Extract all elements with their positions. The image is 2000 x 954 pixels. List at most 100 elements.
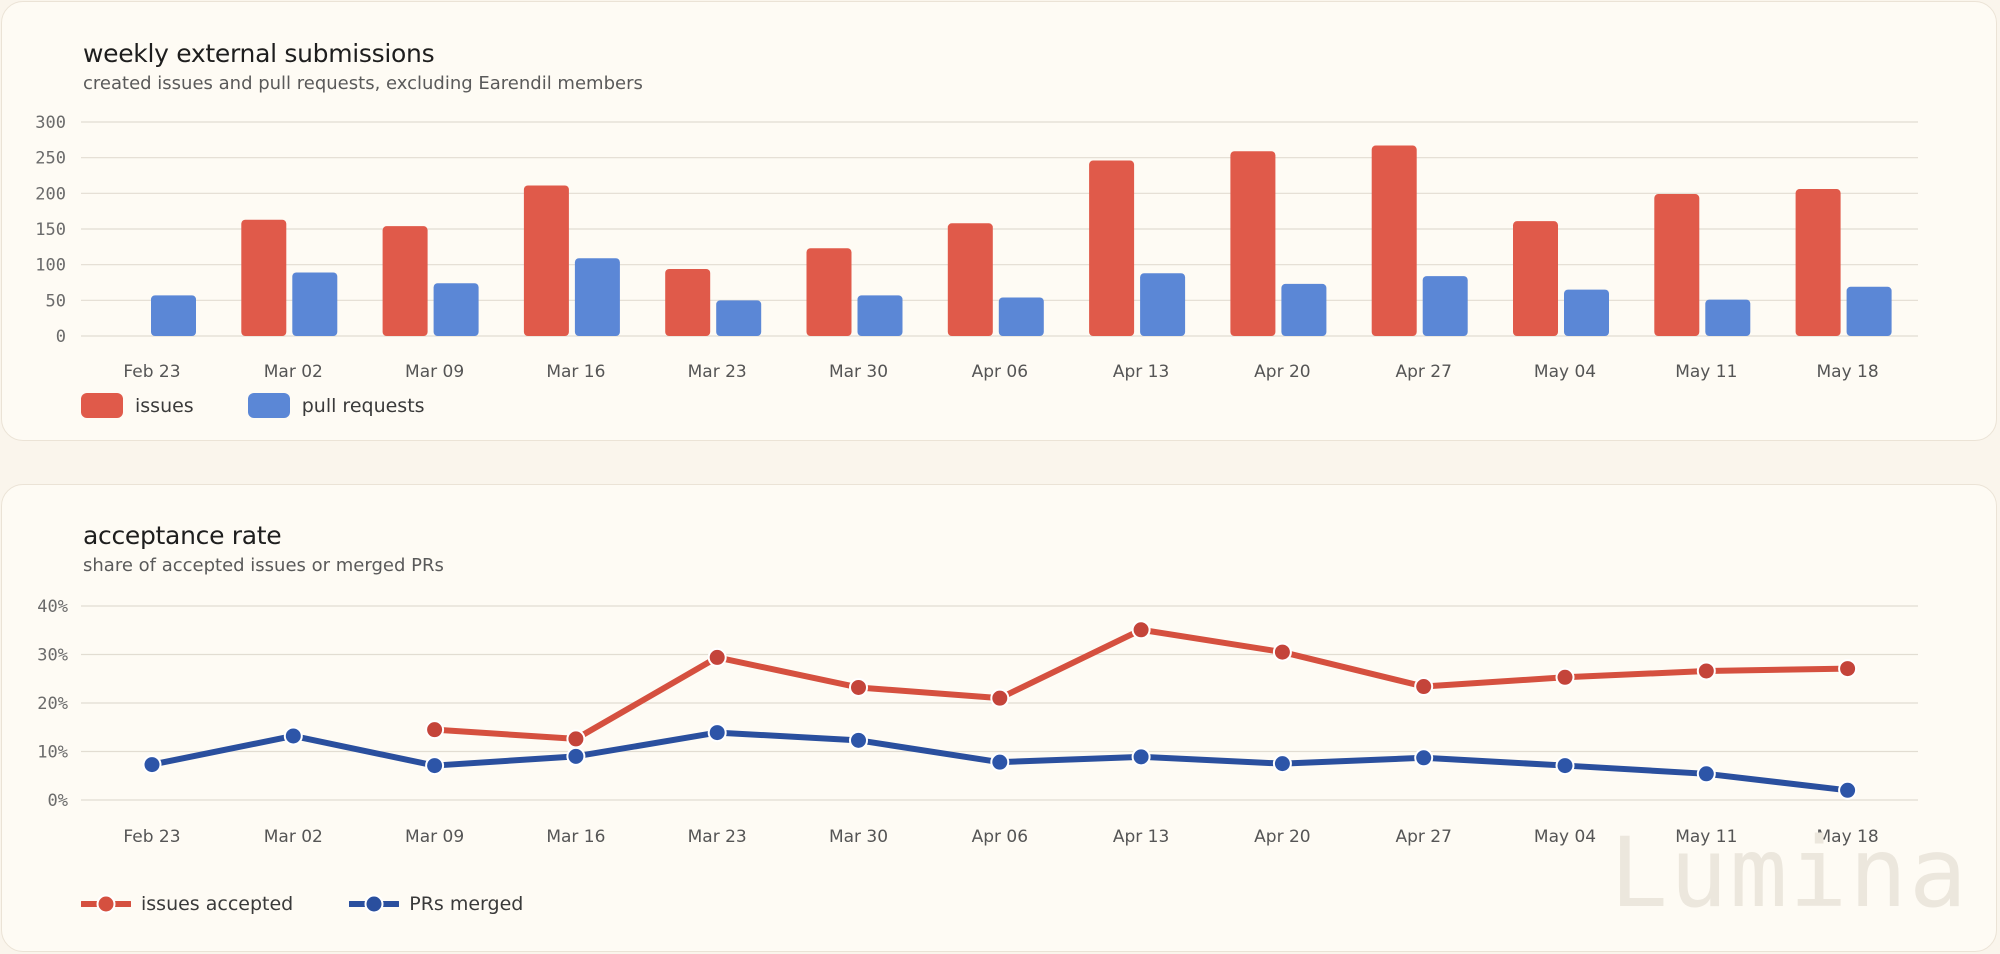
point-prs-merged [1696, 764, 1716, 784]
x-tick-label: Apr 27 [1395, 827, 1451, 847]
chart-subtitle: created issues and pull requests, exclud… [83, 73, 643, 94]
legend-item-issues[interactable]: issues [81, 393, 194, 418]
point-issues-accepted [1414, 677, 1434, 697]
bar-issues [1230, 151, 1276, 336]
point-prs-merged [425, 756, 445, 776]
x-tick-label: Apr 13 [1113, 827, 1169, 847]
legend-swatch-pull-requests [247, 393, 290, 418]
y-tick-label: 0% [48, 791, 68, 811]
bar-issues [806, 248, 852, 336]
point-issues-accepted [1555, 667, 1575, 687]
y-tick-label: 20% [37, 694, 68, 714]
x-tick-label: May 11 [1675, 362, 1737, 382]
x-tick-label: Apr 20 [1254, 362, 1310, 382]
legend-swatch-issues [81, 393, 123, 418]
y-tick-label: 10% [37, 743, 68, 763]
point-prs-merged [1414, 748, 1434, 768]
legend-item-pull-requests[interactable]: pull requests [247, 393, 425, 418]
point-prs-merged [1131, 747, 1151, 767]
x-tick-label: May 04 [1534, 362, 1596, 382]
bar-pull-requests [1846, 286, 1892, 336]
point-issues-accepted [425, 720, 445, 740]
acceptance-chart-card: acceptance rate share of accepted issues… [1, 484, 1997, 952]
bar-issues [665, 268, 711, 336]
x-tick-label: May 04 [1534, 827, 1596, 847]
x-tick-label: Apr 13 [1113, 362, 1169, 382]
x-tick-label: May 18 [1817, 827, 1879, 847]
point-prs-merged [990, 752, 1010, 772]
point-prs-merged [283, 726, 303, 746]
legend-label-pull-requests: pull requests [301, 394, 425, 417]
legend-label-issues: issues [135, 394, 194, 417]
point-prs-merged [1838, 780, 1858, 800]
x-tick-label: May 18 [1817, 362, 1879, 382]
chart-title: weekly external submissions [83, 39, 435, 68]
x-tick-label: Feb 23 [123, 362, 180, 382]
bar-issues [1513, 221, 1558, 336]
point-prs-merged [849, 730, 868, 750]
point-prs-merged [142, 755, 162, 775]
x-tick-label: Mar 30 [829, 827, 888, 847]
bar-pull-requests [1281, 283, 1327, 336]
x-tick-label: Feb 23 [123, 827, 180, 847]
point-prs-merged [707, 723, 727, 743]
x-tick-label: Mar 30 [829, 362, 888, 382]
legend-item-prs-merged[interactable]: PRs merged [349, 893, 523, 915]
y-tick-label: 50 [46, 291, 66, 311]
x-tick-label: Mar 23 [688, 362, 747, 382]
y-tick-label: 40% [37, 597, 68, 617]
bar-issues [241, 219, 287, 336]
bar-pull-requests [857, 295, 903, 336]
bar-pull-requests [292, 272, 338, 336]
point-issues-accepted [566, 729, 586, 749]
point-issues-accepted [707, 647, 727, 667]
y-tick-label: 150 [35, 220, 66, 240]
x-tick-label: Apr 06 [972, 827, 1028, 847]
legend-swatch-prs-merged [349, 894, 400, 914]
x-tick-label: Mar 09 [405, 362, 464, 382]
point-prs-merged [566, 746, 586, 766]
point-issues-accepted [1838, 659, 1858, 679]
y-tick-label: 0 [56, 327, 66, 347]
y-tick-label: 30% [37, 646, 68, 666]
x-tick-label: Apr 27 [1395, 362, 1451, 382]
bar-issues [1654, 194, 1700, 336]
x-tick-label: Apr 20 [1254, 827, 1310, 847]
bar-pull-requests [1422, 276, 1468, 336]
point-issues-accepted [1131, 620, 1151, 640]
point-issues-accepted [1272, 642, 1292, 662]
point-issues-accepted [990, 688, 1010, 708]
y-tick-label: 300 [35, 113, 66, 133]
legend-label-prs-merged: PRs merged [409, 893, 524, 915]
bar-issues [1371, 145, 1417, 336]
bar-pull-requests [433, 283, 479, 336]
point-prs-merged [1555, 756, 1575, 776]
x-tick-label: Mar 23 [688, 827, 747, 847]
legend-item-issues-accepted[interactable]: issues accepted [81, 893, 293, 915]
x-tick-label: Mar 02 [264, 362, 323, 382]
y-tick-label: 100 [35, 256, 66, 276]
watermark-logo: Lumina [1610, 817, 1969, 929]
bar-pull-requests [574, 258, 620, 336]
point-prs-merged [1272, 754, 1292, 774]
bar-pull-requests [151, 295, 196, 336]
y-tick-label: 250 [35, 149, 66, 169]
bar-pull-requests [716, 300, 762, 336]
legend-label-issues-accepted: issues accepted [141, 893, 294, 915]
series-line-issues-accepted [431, 626, 1851, 742]
x-tick-label: Mar 09 [405, 827, 464, 847]
chart-title: acceptance rate [83, 521, 282, 550]
x-tick-label: Mar 02 [264, 827, 323, 847]
bar-pull-requests [1140, 273, 1186, 336]
bar-pull-requests [1705, 299, 1751, 336]
x-tick-label: May 11 [1675, 827, 1737, 847]
bar-issues [1089, 160, 1135, 336]
point-issues-accepted [1696, 661, 1716, 681]
bar-issues [947, 223, 993, 336]
legend-swatch-issues-accepted [81, 894, 131, 914]
bar-pull-requests [1564, 289, 1609, 336]
bar-chart-legend: issues pull requests [81, 393, 425, 418]
x-tick-label: Apr 06 [972, 362, 1028, 382]
